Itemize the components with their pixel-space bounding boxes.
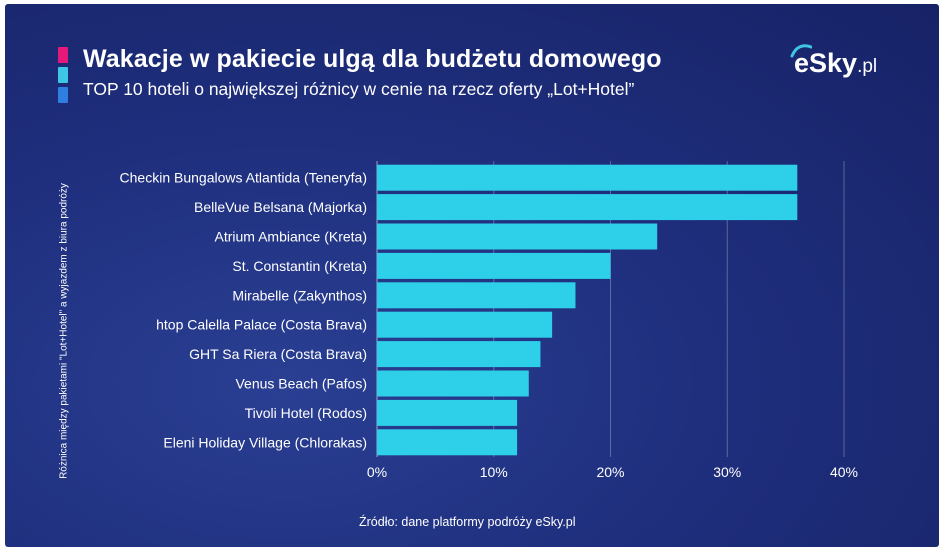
bar — [377, 194, 798, 221]
bar — [377, 223, 658, 250]
bar — [377, 311, 553, 338]
category-label: Checkin Bungalows Atlantida (Teneryfa) — [120, 170, 367, 186]
bar — [377, 370, 529, 397]
category-label: St. Constantin (Kreta) — [232, 258, 367, 274]
category-label: Tivoli Hotel (Rodos) — [245, 405, 367, 421]
x-tick-label: 20% — [596, 464, 624, 480]
esky-logo: eSky.pl — [790, 44, 878, 82]
brand-name: eSky — [794, 48, 858, 78]
category-label: Atrium Ambiance (Kreta) — [215, 229, 368, 245]
brand-suffix: .pl — [857, 56, 878, 77]
category-label: Eleni Holiday Village (Chlorakas) — [163, 434, 367, 450]
category-label: Venus Beach (Pafos) — [235, 376, 367, 392]
accent-bar-pink — [58, 47, 68, 63]
category-label: BelleVue Belsana (Majorka) — [194, 199, 367, 215]
category-label: GHT Sa Riera (Costa Brava) — [189, 346, 367, 362]
x-tick-label: 30% — [713, 464, 741, 480]
bar — [377, 282, 576, 309]
source-note: Źródło: dane platformy podróży eSky.pl — [359, 515, 576, 529]
chart-subtitle: TOP 10 hoteli o największej różnicy w ce… — [83, 79, 635, 99]
accent-bar-cyan — [58, 67, 68, 83]
bar — [377, 341, 541, 368]
bar — [377, 252, 611, 279]
category-label: Mirabelle (Zakynthos) — [232, 287, 367, 303]
category-label: htop Calella Palace (Costa Brava) — [156, 317, 367, 333]
bar — [377, 399, 518, 426]
x-tick-label: 10% — [480, 464, 508, 480]
chart-card: Wakacje w pakiecie ulgą dla budżetu domo… — [5, 4, 939, 547]
chart-title: Wakacje w pakiecie ulgą dla budżetu domo… — [83, 45, 662, 73]
accent-bar-blue — [58, 87, 68, 103]
bar — [377, 429, 518, 456]
swoosh-icon — [790, 44, 812, 58]
bar — [377, 164, 798, 191]
x-tick-label: 0% — [367, 464, 387, 480]
bar-chart: 0% 10% 20% 30% 40% Checkin Bungalows Atlantid… — [120, 161, 858, 480]
x-tick-label: 40% — [830, 464, 858, 480]
